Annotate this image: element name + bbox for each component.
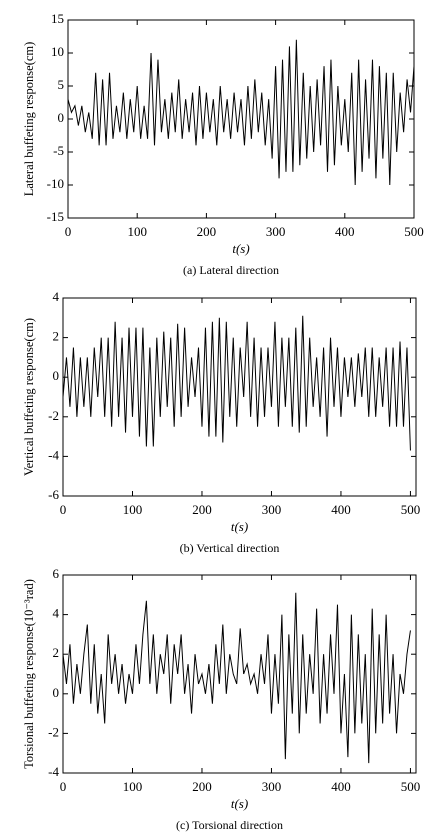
x-tick-label: 200 <box>192 502 212 517</box>
x-tick-label: 100 <box>127 224 147 239</box>
y-tick-label: 0 <box>53 685 60 700</box>
x-tick-label: 500 <box>401 779 421 794</box>
plot-frame <box>62 574 417 774</box>
x-tick-label: 0 <box>65 224 72 239</box>
y-tick-label: -15 <box>47 209 64 224</box>
series-line <box>62 592 411 764</box>
x-tick-label: 400 <box>331 502 351 517</box>
y-tick-label: 0 <box>53 368 60 383</box>
x-axis-label: t(s) <box>231 519 248 534</box>
x-tick-label: 300 <box>262 779 282 794</box>
caption: (c) Torsional direction <box>176 818 283 832</box>
x-tick-label: 0 <box>60 502 67 517</box>
y-tick-label: -10 <box>47 176 64 191</box>
x-tick-label: 300 <box>262 502 282 517</box>
caption: (a) Lateral direction <box>183 263 279 277</box>
x-axis-label: t(s) <box>232 241 249 256</box>
x-tick-label: 100 <box>123 779 143 794</box>
y-tick-label: 15 <box>51 11 64 26</box>
series-line <box>67 39 415 186</box>
y-tick-label: 2 <box>53 645 60 660</box>
y-axis-label: Torsional buffeting response(10⁻³rad) <box>22 579 36 769</box>
y-tick-label: 0 <box>58 110 65 125</box>
y-tick-label: 4 <box>53 606 60 621</box>
y-tick-label: -2 <box>48 724 59 739</box>
x-tick-label: 300 <box>266 224 286 239</box>
series-line <box>62 315 411 451</box>
x-tick-label: 200 <box>192 779 212 794</box>
y-tick-label: 5 <box>58 77 65 92</box>
y-tick-label: -4 <box>48 447 59 462</box>
x-tick-label: 400 <box>335 224 355 239</box>
plot-frame <box>67 19 415 219</box>
x-tick-label: 200 <box>197 224 217 239</box>
y-axis-label: Vertical buffeting response(cm) <box>22 318 36 476</box>
x-tick-label: 100 <box>123 502 143 517</box>
y-tick-label: 4 <box>53 289 60 304</box>
x-axis-label: t(s) <box>231 796 248 811</box>
y-tick-label: 6 <box>53 566 60 581</box>
plot-frame <box>62 297 417 497</box>
y-tick-label: -4 <box>48 764 59 779</box>
y-tick-label: 10 <box>51 44 64 59</box>
caption: (b) Vertical direction <box>180 541 280 555</box>
x-tick-label: 500 <box>404 224 424 239</box>
y-tick-label: 2 <box>53 329 60 344</box>
y-tick-label: -6 <box>48 487 59 502</box>
y-tick-label: -2 <box>48 408 59 423</box>
y-tick-label: -5 <box>53 143 64 158</box>
x-tick-label: 400 <box>331 779 351 794</box>
y-axis-label: Lateral buffeting response(cm) <box>22 42 36 197</box>
x-tick-label: 0 <box>60 779 67 794</box>
x-tick-label: 500 <box>401 502 421 517</box>
